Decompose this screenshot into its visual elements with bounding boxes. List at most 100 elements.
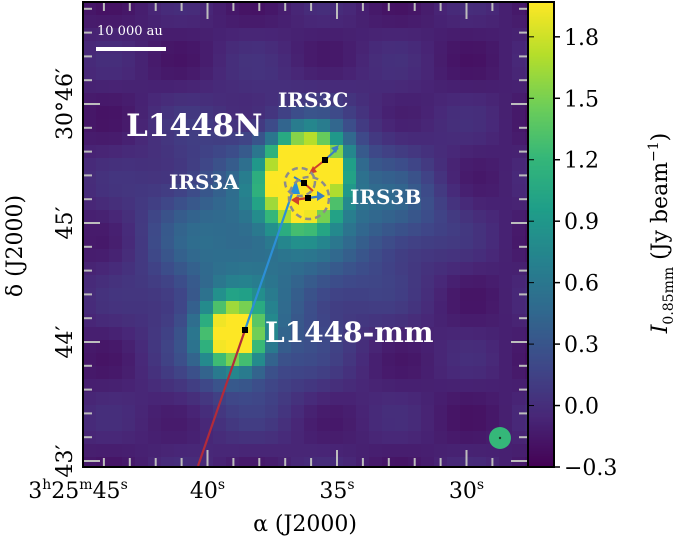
colorbar-band <box>528 21 554 23</box>
map-cell <box>135 158 149 172</box>
map-cell <box>460 379 474 393</box>
colorbar-band <box>528 211 554 213</box>
map-cell <box>512 15 526 29</box>
map-cell <box>460 106 474 120</box>
map-cell <box>512 366 526 380</box>
map-cell <box>213 288 227 302</box>
map-cell <box>109 327 123 341</box>
map-cell <box>356 171 370 185</box>
map-cell <box>135 262 149 276</box>
map-cell <box>499 197 513 211</box>
irs3b-label: IRS3B <box>350 185 421 209</box>
map-cell <box>499 210 513 224</box>
map-cell <box>408 249 422 263</box>
map-cell <box>187 444 201 458</box>
colorbar-band <box>528 235 554 237</box>
map-cell <box>213 171 227 185</box>
map-cell <box>356 223 370 237</box>
colorbar-band <box>528 155 554 157</box>
map-cell <box>395 106 409 120</box>
map-cell <box>213 236 227 250</box>
colorbar-band <box>528 14 554 16</box>
map-cell <box>109 184 123 198</box>
map-cell <box>148 392 162 406</box>
colorbar-band <box>528 71 554 73</box>
map-cell <box>369 288 383 302</box>
map-cell <box>109 275 123 289</box>
map-cell <box>200 288 214 302</box>
map-cell <box>317 2 331 16</box>
map-cell <box>525 223 528 237</box>
map-cell <box>382 353 396 367</box>
map-cell <box>122 405 136 419</box>
colorbar-band <box>528 304 554 306</box>
map-cell <box>304 379 318 393</box>
colorbar-band <box>528 317 554 319</box>
map-cell <box>460 67 474 81</box>
map-cell <box>369 41 383 55</box>
map-cell <box>330 236 344 250</box>
map-cell <box>278 249 292 263</box>
map-cell <box>265 41 279 55</box>
colorbar-band <box>528 175 554 177</box>
map-cell <box>83 392 97 406</box>
map-cell <box>252 80 266 94</box>
map-cell <box>187 210 201 224</box>
map-cell <box>499 223 513 237</box>
colorbar-band <box>528 261 554 263</box>
colorbar-band <box>528 264 554 266</box>
map-cell <box>200 158 214 172</box>
colorbar-band <box>528 327 554 329</box>
map-cell <box>473 262 487 276</box>
map-cell <box>252 314 266 328</box>
colorbar-band <box>528 31 554 33</box>
colorbar-band <box>528 284 554 286</box>
map-cell <box>239 171 253 185</box>
map-cell <box>96 80 110 94</box>
colorbar-band <box>528 378 554 380</box>
map-cell <box>395 2 409 16</box>
map-cell <box>135 210 149 224</box>
map-cell <box>382 249 396 263</box>
map-cell <box>395 145 409 159</box>
map-cell <box>460 210 474 224</box>
map-cell <box>83 249 97 263</box>
map-cell <box>434 301 448 315</box>
map-cell <box>200 41 214 55</box>
colorbar-band <box>528 286 554 288</box>
colorbar-band <box>528 324 554 326</box>
colorbar-band <box>528 447 554 449</box>
map-cell <box>343 171 357 185</box>
colorbar-band <box>528 260 554 262</box>
map-cell <box>291 80 305 94</box>
map-cell <box>447 236 461 250</box>
colorbar-band <box>528 423 554 425</box>
colorbar-band <box>528 218 554 220</box>
map-cell <box>512 288 526 302</box>
colorbar-band <box>528 411 554 413</box>
map-cell <box>304 67 318 81</box>
map-cell <box>109 444 123 458</box>
map-cell <box>109 431 123 445</box>
map-cell <box>421 197 435 211</box>
map-cell <box>330 301 344 315</box>
map-cell <box>239 184 253 198</box>
colorbar-band <box>528 152 554 154</box>
map-cell <box>161 145 175 159</box>
map-cell <box>434 93 448 107</box>
map-cell <box>369 223 383 237</box>
colorbar-band <box>528 331 554 333</box>
map-cell <box>408 28 422 42</box>
colorbar-band <box>528 156 554 158</box>
map-cell <box>200 236 214 250</box>
map-cell <box>343 210 357 224</box>
colorbar-band <box>528 92 554 94</box>
map-cell <box>486 119 500 133</box>
map-cell <box>382 444 396 458</box>
colorbar-band <box>528 369 554 371</box>
colorbar <box>528 2 554 468</box>
map-cell <box>343 93 357 107</box>
map-cell <box>408 353 422 367</box>
colorbar-band <box>528 108 554 110</box>
x-axis-title: α (J2000) <box>253 512 357 537</box>
